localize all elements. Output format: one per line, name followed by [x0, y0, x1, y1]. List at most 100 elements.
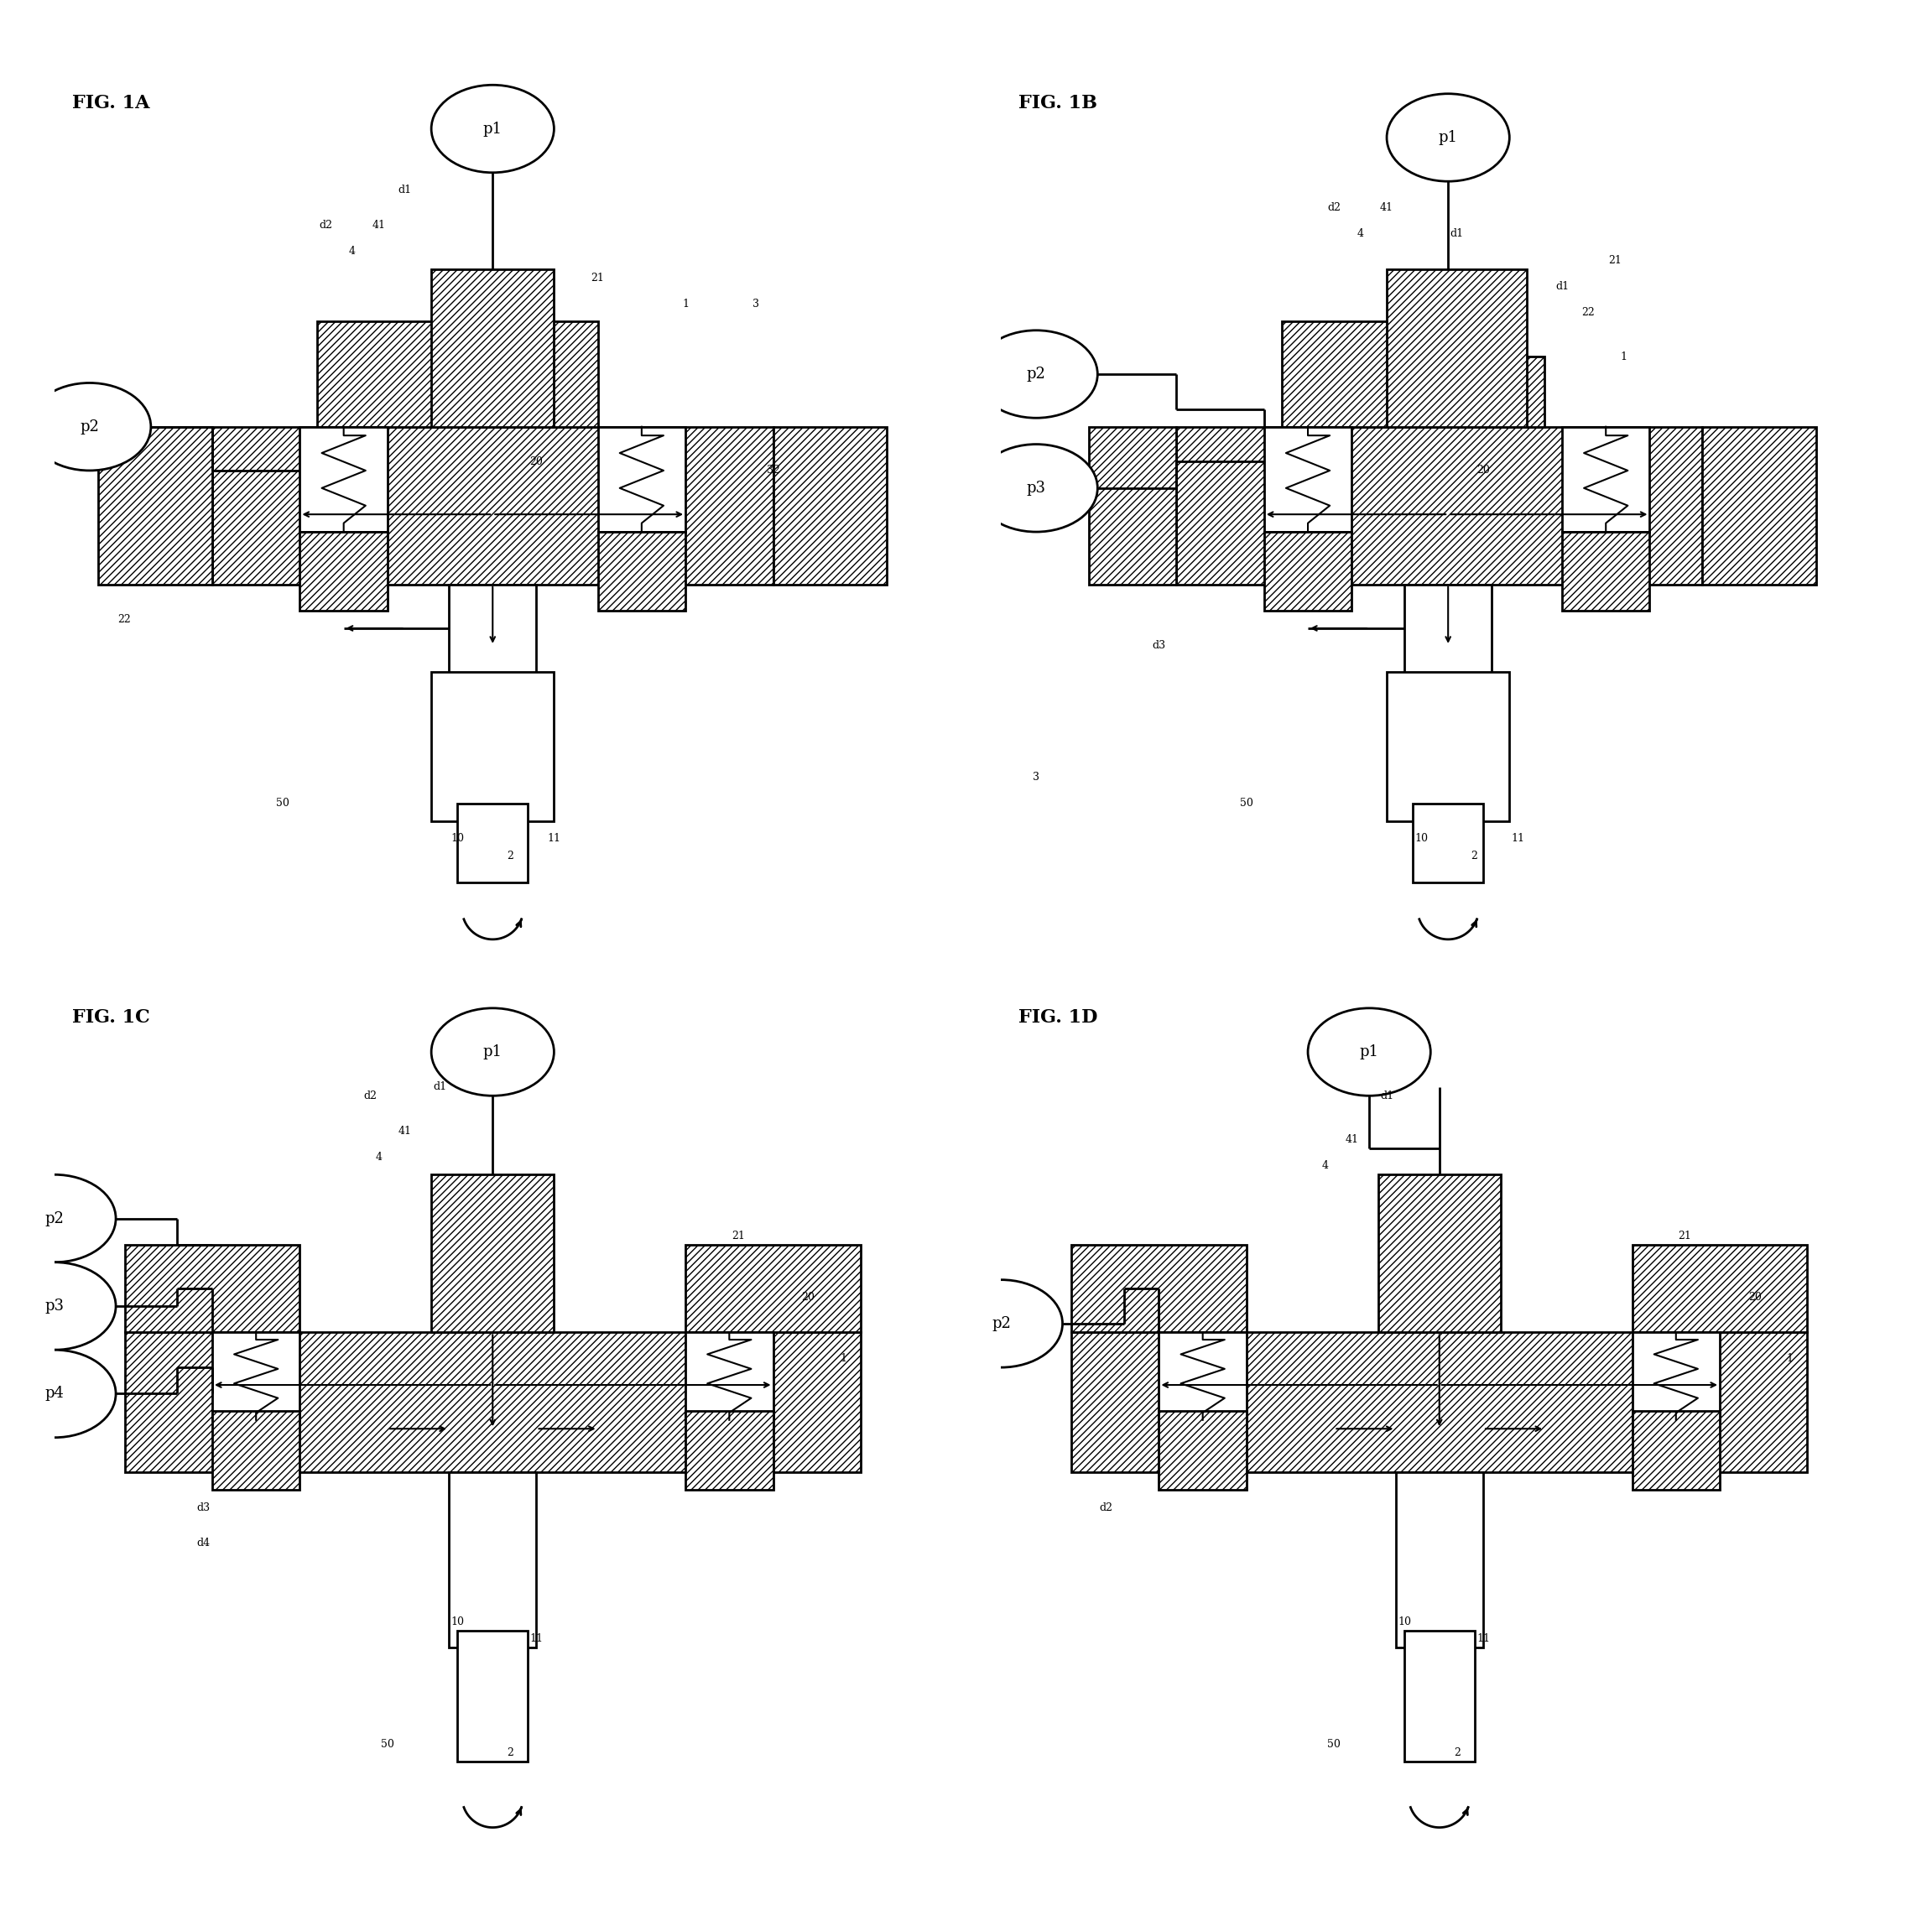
Bar: [773, 427, 887, 585]
Text: d1: d1: [398, 185, 412, 196]
Ellipse shape: [1308, 1008, 1430, 1095]
Bar: [1264, 531, 1352, 612]
Text: p3: p3: [1026, 480, 1045, 495]
Ellipse shape: [976, 444, 1097, 531]
Text: 41: 41: [1379, 202, 1393, 213]
Bar: [1395, 1473, 1484, 1648]
Bar: [686, 1244, 862, 1332]
Text: d3: d3: [197, 1503, 211, 1513]
Ellipse shape: [431, 1008, 554, 1095]
Text: 10: 10: [450, 1615, 464, 1627]
Text: p4: p4: [44, 1387, 64, 1402]
Bar: [1070, 1332, 1808, 1473]
Bar: [431, 672, 554, 821]
Bar: [448, 1473, 537, 1648]
Text: p1: p1: [1360, 1044, 1379, 1059]
Text: 20: 20: [1748, 1292, 1762, 1303]
Bar: [1281, 322, 1457, 427]
Bar: [1177, 427, 1702, 585]
Text: 1: 1: [682, 299, 690, 309]
Ellipse shape: [0, 1351, 116, 1438]
Bar: [458, 1631, 527, 1762]
Text: 4: 4: [1321, 1160, 1329, 1172]
Bar: [597, 531, 686, 612]
Text: 1: 1: [1787, 1353, 1793, 1364]
Text: p1: p1: [1439, 130, 1459, 145]
Text: 50: 50: [1240, 798, 1254, 810]
Bar: [1378, 1175, 1501, 1332]
Bar: [213, 427, 773, 585]
Text: 10: 10: [1397, 1615, 1410, 1627]
Bar: [1633, 1412, 1719, 1490]
Bar: [597, 427, 686, 531]
Bar: [1405, 585, 1492, 690]
Bar: [213, 1412, 299, 1490]
Bar: [458, 804, 527, 882]
Ellipse shape: [29, 383, 151, 471]
Text: 4: 4: [375, 1153, 383, 1162]
Ellipse shape: [431, 86, 554, 173]
Text: p2: p2: [991, 1316, 1010, 1332]
Bar: [686, 1332, 773, 1419]
Ellipse shape: [939, 1280, 1063, 1368]
Text: p2: p2: [79, 419, 99, 434]
Text: 50: 50: [1327, 1739, 1341, 1749]
Text: 20: 20: [1476, 465, 1490, 476]
Bar: [124, 1244, 299, 1332]
Text: d2: d2: [319, 219, 332, 231]
Text: 3: 3: [752, 299, 759, 309]
Text: p2: p2: [1026, 366, 1045, 381]
Text: 20: 20: [802, 1292, 815, 1303]
Bar: [299, 531, 388, 612]
Text: d2: d2: [1099, 1503, 1113, 1513]
Ellipse shape: [0, 1263, 116, 1351]
Text: p2: p2: [44, 1212, 64, 1227]
Text: 21: 21: [1607, 255, 1621, 265]
Bar: [1633, 1332, 1719, 1419]
Text: p1: p1: [483, 122, 502, 137]
Text: FIG. 1B: FIG. 1B: [1018, 93, 1097, 112]
Text: 21: 21: [1679, 1231, 1690, 1242]
Bar: [686, 1412, 773, 1490]
Text: d1: d1: [1555, 282, 1569, 291]
Text: d4: d4: [197, 1537, 211, 1549]
Bar: [1387, 672, 1509, 821]
Text: 41: 41: [1345, 1133, 1358, 1145]
Bar: [510, 322, 597, 427]
Ellipse shape: [976, 330, 1097, 417]
Text: d1: d1: [1451, 229, 1464, 240]
Bar: [431, 1175, 554, 1332]
Text: 41: 41: [398, 1126, 412, 1135]
Text: 50: 50: [381, 1739, 394, 1749]
Text: 11: 11: [547, 832, 560, 844]
Bar: [1563, 427, 1650, 531]
Text: 11: 11: [1476, 1634, 1490, 1644]
Text: 20: 20: [529, 457, 543, 467]
Text: d1: d1: [1379, 1090, 1393, 1101]
Bar: [1563, 531, 1650, 612]
Text: 21: 21: [591, 272, 605, 284]
Bar: [213, 1332, 299, 1419]
Text: d2: d2: [1327, 202, 1341, 213]
Text: 4: 4: [350, 246, 355, 257]
Text: 2: 2: [506, 852, 514, 861]
Text: FIG. 1D: FIG. 1D: [1018, 1008, 1097, 1027]
Bar: [1159, 1412, 1246, 1490]
Text: 41: 41: [373, 219, 386, 231]
Text: 21: 21: [732, 1231, 744, 1242]
Text: 2: 2: [506, 1747, 514, 1758]
Bar: [99, 427, 213, 585]
Text: d1: d1: [433, 1082, 446, 1092]
Bar: [317, 322, 510, 427]
Text: d2: d2: [363, 1090, 377, 1101]
Text: FIG. 1A: FIG. 1A: [71, 93, 149, 112]
Text: 4: 4: [1356, 229, 1364, 240]
Bar: [299, 427, 388, 531]
Bar: [1159, 1332, 1246, 1419]
Ellipse shape: [1387, 93, 1509, 181]
Bar: [1070, 1244, 1246, 1332]
Text: 11: 11: [1511, 832, 1524, 844]
Text: 10: 10: [450, 832, 464, 844]
Ellipse shape: [0, 1175, 116, 1263]
Bar: [1090, 427, 1177, 585]
